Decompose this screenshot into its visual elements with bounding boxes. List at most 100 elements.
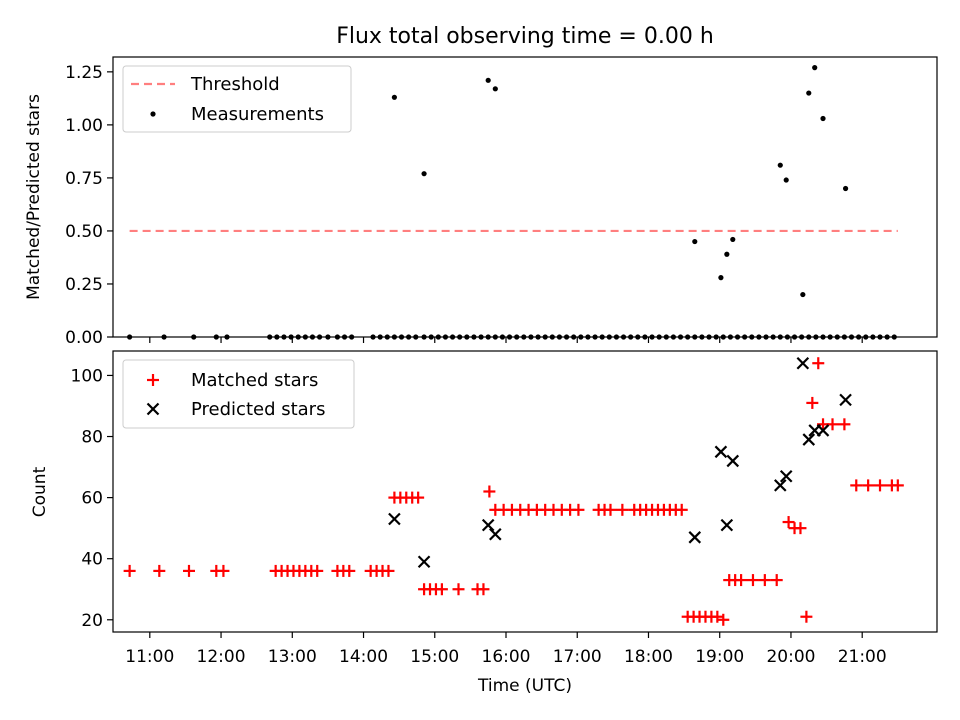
matched-star-point [874,479,887,492]
matched-star-point [217,564,230,577]
x-tick-label: 13:00 [268,647,317,667]
x-tick-label: 14:00 [339,647,388,667]
top-legend: Threshold Measurements [122,65,352,133]
measurement-point [692,238,698,245]
chart-title: Flux total observing time = 0.00 h [336,24,714,49]
predicted-star-point [816,424,830,437]
predicted-star-point [489,527,502,541]
predicted-star-point [688,531,702,544]
measurement-point [800,291,806,298]
predicted-star-point [796,356,810,370]
bottom-legend: Matched stars Predicted stars [122,359,355,429]
x-tick-label: 12:00 [197,647,246,667]
top-measurement-points [127,65,897,340]
x-tick-label: 18:00 [624,647,673,667]
x-axis-label: Time (UTC) [477,676,572,696]
legend-measurements-label: Measurements [191,104,324,125]
predicted-star-point [839,393,852,407]
top-y-tick-label: 0.00 [65,328,103,348]
measurement-point [485,77,491,83]
bottom-y-tick-label: 40 [81,550,103,570]
x-tick-label: 21:00 [838,647,887,667]
legend-matched-label: Matched stars [191,370,318,391]
matched-star-point [806,396,819,409]
top-axes-frame [112,56,938,338]
matched-star-point [311,564,324,577]
predicted-star-point [417,555,431,569]
top-panel: Flux total observing time = 0.00 h Match… [24,24,938,348]
predicted-star-point [720,518,734,532]
matched-star-point [826,418,839,431]
measurement-point [820,115,826,122]
matched-star-point [483,485,496,498]
x-tick-label: 19:00 [695,647,744,667]
measurement-point [718,275,724,281]
legend-predicted-label: Predicted stars [191,399,325,420]
legend-matched-swatch [147,374,159,386]
measurement-point [806,90,812,96]
matched-star-point [572,503,585,516]
measurement-point [730,236,736,243]
measurement-point [812,65,818,71]
matched-star-point [412,491,425,504]
predicted-star-point [726,454,740,468]
matched-star-point [382,564,395,577]
legend-threshold-label: Threshold [190,74,280,95]
matched-star-point [153,564,166,577]
measurement-point [492,86,498,92]
matched-star-point [435,583,448,596]
matched-star-point [770,574,783,587]
matched-star-point [782,516,795,529]
measurement-point [777,162,783,168]
measurement-point [421,171,427,177]
bottom-y-tick-label: 60 [81,489,103,509]
bottom-panel: Count Time (UTC) 20 40 60 80 100 11:00 12:00 13… [30,350,938,696]
top-y-tick-label: 1.25 [65,63,103,83]
measurement-point [783,177,789,183]
matched-star-point [891,479,904,492]
predicted-star-point [481,518,495,532]
top-axis-ticks: 0.00 0.25 0.50 0.75 1.00 1.25 [65,63,863,348]
bottom-y-axis-label: Count [30,466,50,517]
bottom-y-tick-label: 20 [81,611,103,631]
x-tick-label: 16:00 [482,647,531,667]
matched-star-point [343,564,356,577]
measurement-point [724,251,730,257]
x-tick-label: 17:00 [553,647,602,667]
matched-star-point [850,479,863,492]
matched-star-point [794,522,807,535]
matched-star-point [746,574,759,587]
bottom-axis-ticks: 20 40 60 80 100 11:00 12:00 13:00 14:00 15:00 16:0… [71,366,887,667]
matched-star-point [616,503,629,516]
legend-predicted-marker [146,402,160,416]
predicted-star-point [773,479,787,492]
matched-star-point [758,574,771,587]
predicted-star-point [779,469,793,483]
top-y-tick-label: 0.75 [65,169,103,189]
top-y-tick-label: 0.25 [65,275,103,295]
matched-star-point [862,479,875,492]
matched-star-point [735,574,748,587]
bottom-axes-frame [112,350,938,633]
bottom-y-tick-label: 80 [81,428,103,448]
top-y-tick-label: 1.00 [65,116,103,136]
predicted-star-point [714,445,728,459]
measurement-point [391,94,397,100]
measurement-point [842,185,849,192]
matched-star-point [800,610,813,623]
bottom-legend-box [122,359,355,429]
top-y-axis-label: Matched/Predicted stars [24,94,44,300]
x-tick-label: 15:00 [410,647,459,667]
matched-star-point [604,503,617,516]
top-legend-box [122,65,352,133]
matched-star-point [477,583,490,596]
x-tick-label: 20:00 [766,647,815,667]
matched-star-point [123,564,136,577]
matched-star-point [182,564,195,577]
matched-star-point [812,357,825,370]
matched-star-point [452,583,465,596]
legend-predicted-swatch [146,402,160,416]
matched-star-point [717,613,730,626]
matched-star-point [838,418,851,431]
